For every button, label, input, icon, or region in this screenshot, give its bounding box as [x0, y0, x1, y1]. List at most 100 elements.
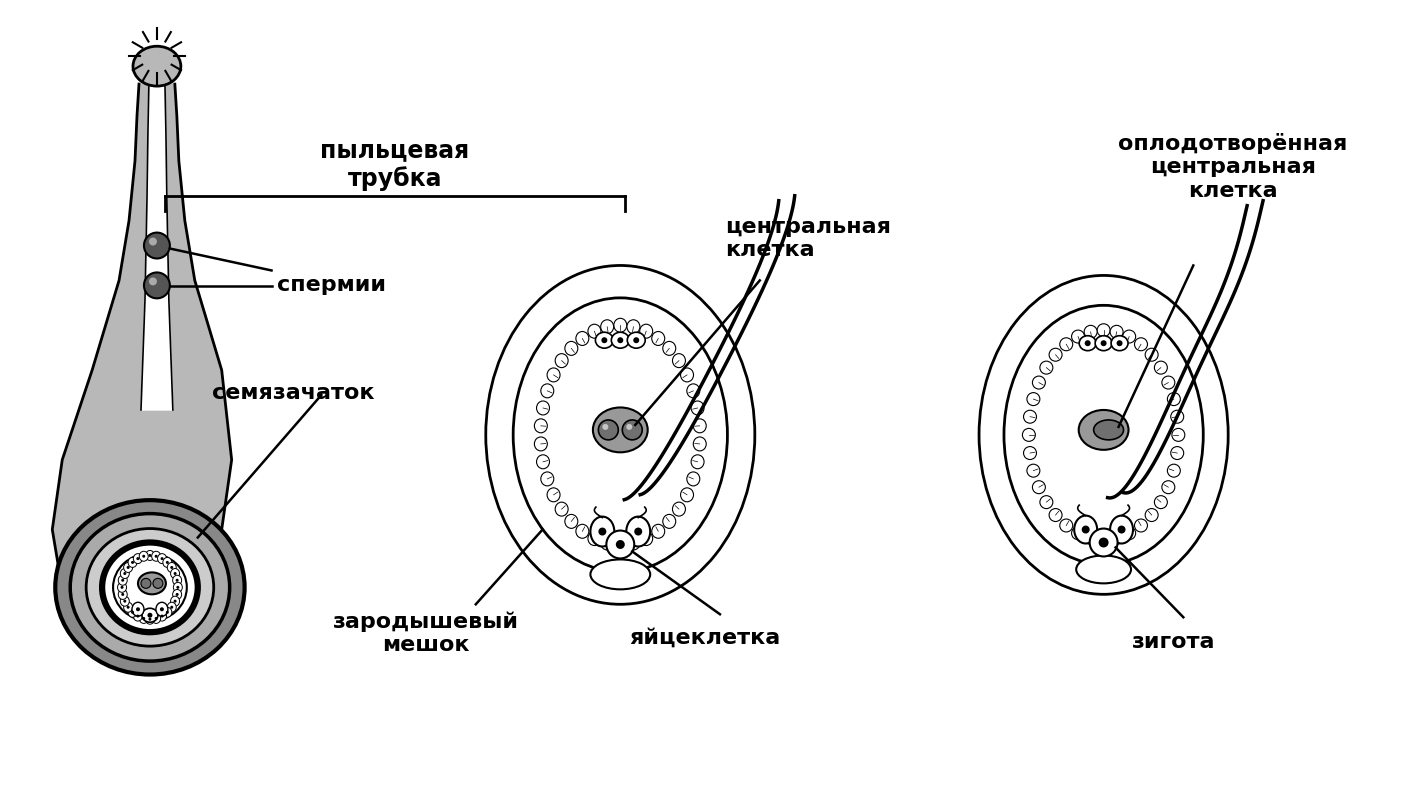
Ellipse shape [588, 324, 601, 338]
Circle shape [127, 606, 130, 609]
Ellipse shape [577, 524, 589, 539]
Circle shape [144, 272, 170, 298]
Circle shape [120, 586, 123, 589]
Ellipse shape [1096, 533, 1111, 546]
Polygon shape [52, 84, 232, 639]
Ellipse shape [55, 500, 244, 674]
Circle shape [617, 337, 623, 344]
Ellipse shape [1023, 447, 1037, 459]
Ellipse shape [595, 332, 613, 348]
Ellipse shape [1023, 410, 1037, 423]
Ellipse shape [663, 341, 675, 356]
Circle shape [148, 554, 151, 557]
Ellipse shape [681, 368, 694, 382]
Ellipse shape [1154, 495, 1167, 509]
Ellipse shape [172, 590, 182, 599]
Ellipse shape [1071, 330, 1085, 343]
Ellipse shape [547, 368, 560, 382]
Ellipse shape [1071, 527, 1085, 539]
Circle shape [161, 614, 164, 618]
Ellipse shape [158, 611, 167, 621]
Circle shape [177, 586, 179, 589]
Ellipse shape [593, 407, 647, 452]
Ellipse shape [1027, 392, 1040, 406]
Circle shape [123, 572, 126, 575]
Ellipse shape [513, 298, 728, 572]
Ellipse shape [1135, 519, 1147, 532]
Circle shape [154, 617, 158, 620]
Ellipse shape [1084, 325, 1096, 338]
Ellipse shape [140, 614, 148, 623]
Ellipse shape [613, 538, 627, 551]
Circle shape [148, 277, 157, 285]
Text: яйцеклетка: яйцеклетка [629, 627, 780, 647]
Ellipse shape [651, 332, 664, 345]
Ellipse shape [1074, 515, 1096, 543]
Ellipse shape [601, 536, 613, 550]
Ellipse shape [555, 502, 568, 516]
Ellipse shape [627, 536, 640, 550]
Ellipse shape [606, 531, 634, 559]
Ellipse shape [1040, 361, 1053, 374]
Circle shape [165, 610, 168, 614]
Ellipse shape [119, 590, 127, 599]
Ellipse shape [588, 531, 601, 546]
Ellipse shape [651, 524, 664, 539]
Ellipse shape [640, 324, 653, 338]
Ellipse shape [1078, 410, 1129, 450]
Circle shape [160, 607, 164, 611]
Text: семязачаток: семязачаток [212, 383, 374, 403]
Circle shape [143, 555, 146, 558]
Circle shape [170, 606, 174, 609]
Circle shape [170, 566, 174, 569]
Ellipse shape [86, 529, 213, 646]
Text: центральная
клетка: центральная клетка [725, 217, 892, 260]
Ellipse shape [1167, 464, 1180, 477]
Ellipse shape [155, 602, 168, 616]
Circle shape [143, 617, 146, 620]
Circle shape [122, 578, 124, 582]
Circle shape [136, 557, 140, 560]
Ellipse shape [640, 531, 653, 546]
Ellipse shape [663, 515, 675, 528]
Ellipse shape [167, 602, 177, 612]
Ellipse shape [146, 551, 154, 560]
Ellipse shape [129, 607, 137, 618]
Ellipse shape [151, 551, 161, 561]
Ellipse shape [1095, 336, 1112, 351]
Ellipse shape [124, 562, 133, 572]
Ellipse shape [102, 543, 198, 632]
Ellipse shape [133, 554, 143, 563]
Ellipse shape [591, 517, 615, 547]
Ellipse shape [681, 488, 694, 502]
Ellipse shape [138, 572, 165, 594]
Ellipse shape [1048, 348, 1063, 361]
Ellipse shape [577, 332, 589, 345]
Ellipse shape [1145, 508, 1159, 522]
Ellipse shape [120, 569, 129, 578]
Circle shape [127, 566, 130, 569]
Circle shape [148, 237, 157, 245]
Ellipse shape [1096, 324, 1111, 336]
Ellipse shape [162, 607, 172, 618]
Circle shape [1118, 526, 1126, 534]
Circle shape [122, 593, 124, 596]
Ellipse shape [1171, 428, 1186, 441]
Circle shape [131, 561, 134, 564]
Ellipse shape [541, 384, 554, 398]
Ellipse shape [687, 472, 699, 486]
Circle shape [1085, 340, 1091, 346]
Ellipse shape [1060, 338, 1072, 351]
Ellipse shape [694, 419, 706, 433]
Ellipse shape [541, 472, 554, 486]
Ellipse shape [1135, 338, 1147, 351]
Ellipse shape [171, 569, 179, 578]
Ellipse shape [565, 341, 578, 356]
Circle shape [622, 420, 643, 440]
Ellipse shape [534, 419, 547, 433]
Circle shape [1099, 538, 1109, 547]
Ellipse shape [129, 558, 137, 567]
Circle shape [174, 600, 177, 602]
Ellipse shape [555, 354, 568, 368]
Ellipse shape [71, 514, 230, 661]
